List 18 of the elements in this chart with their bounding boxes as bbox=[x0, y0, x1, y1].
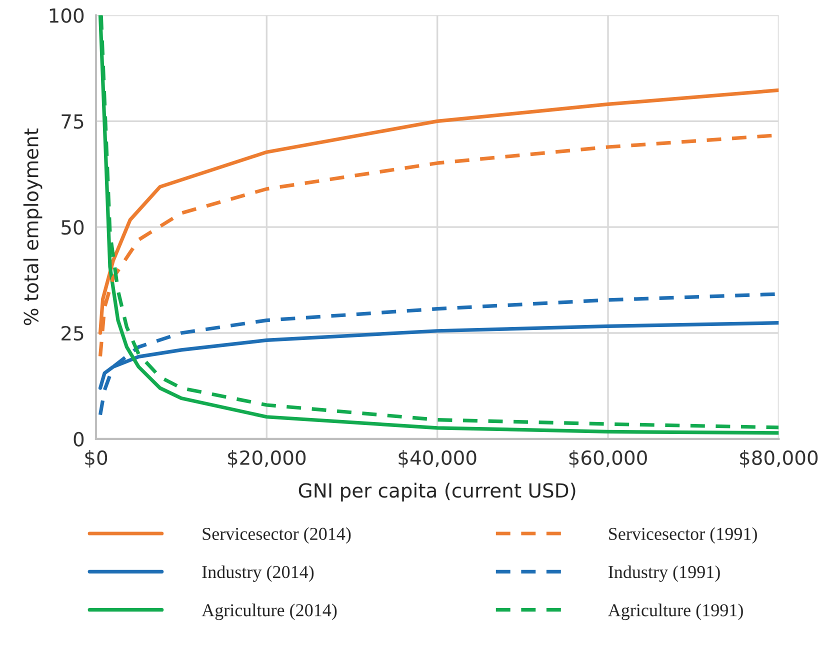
legend-label: Servicesector (2014) bbox=[202, 527, 351, 544]
legend-label: Industry (2014) bbox=[202, 565, 314, 582]
legend-label: Agriculture (2014) bbox=[202, 604, 337, 620]
y-tick-label: 50 bbox=[62, 220, 84, 235]
x-tick-label: $60,000 bbox=[569, 450, 647, 468]
x-axis-title: GNI per capita (current USD) bbox=[298, 482, 576, 502]
x-tick-label: $0 bbox=[85, 450, 108, 468]
y-tick-label: 25 bbox=[62, 326, 84, 341]
x-tick-label: $40,000 bbox=[398, 450, 476, 468]
x-tick-label: $80,000 bbox=[740, 450, 818, 468]
y-axis-title: % total employment bbox=[23, 128, 42, 326]
legend-label: Industry (1991) bbox=[608, 565, 720, 582]
y-tick-label: 75 bbox=[62, 114, 84, 129]
y-tick-label: 0 bbox=[74, 432, 84, 447]
x-tick-label: $20,000 bbox=[228, 450, 306, 468]
y-tick-label: 100 bbox=[50, 8, 84, 23]
legend-label: Agriculture (1991) bbox=[608, 604, 743, 620]
legend-label: Servicesector (1991) bbox=[609, 527, 757, 544]
